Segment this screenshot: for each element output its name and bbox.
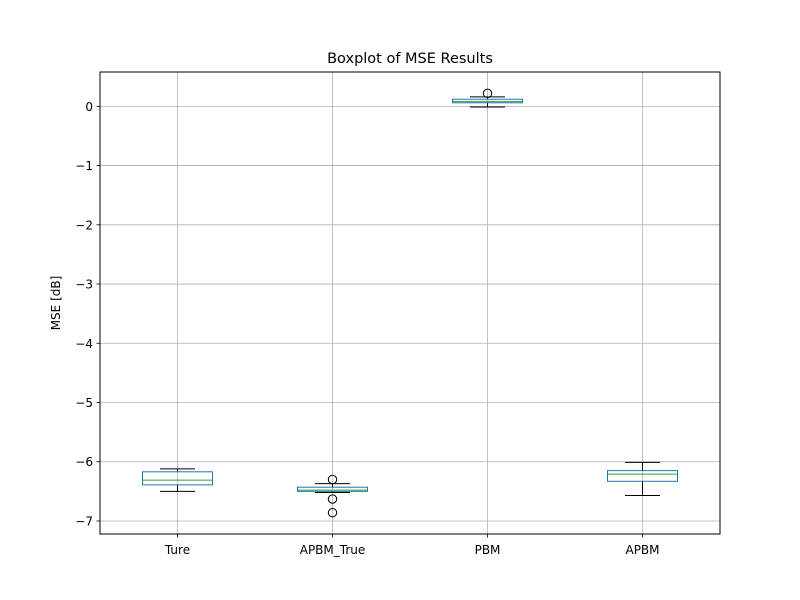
chart-title: Boxplot of MSE Results [327, 51, 493, 67]
y-tick-label: −1 [75, 159, 93, 173]
y-tick-label: 0 [85, 100, 93, 114]
y-axis-ticks: 0 −1 −2 −3 −4 −5 −6 −7 [75, 100, 100, 528]
outlier-point [327, 494, 338, 504]
box-apbm-true [297, 474, 368, 518]
boxes [142, 88, 678, 518]
y-tick-label: −6 [75, 455, 93, 469]
outlier-point [327, 507, 338, 518]
iqr-box [142, 471, 213, 486]
y-tick-label: −3 [75, 278, 93, 292]
box-ture [142, 468, 213, 492]
plot-frame [99, 71, 721, 535]
iqr-box [607, 470, 678, 482]
y-tick-label: −4 [75, 337, 93, 351]
y-tick-label: −7 [75, 514, 93, 528]
x-tick-label: PBM [475, 543, 501, 557]
x-axis-ticks: Ture APBM_True PBM APBM [164, 534, 660, 557]
box-pbm [452, 88, 523, 108]
y-tick-label: −5 [75, 396, 93, 410]
y-axis-label: MSE [dB] [49, 276, 63, 331]
iqr-box [297, 486, 368, 492]
x-tick-label: APBM_True [300, 543, 366, 557]
grid-lines [100, 72, 720, 534]
outlier-point [482, 88, 493, 99]
box-apbm [607, 461, 678, 496]
x-tick-label: Ture [164, 543, 190, 557]
iqr-box [452, 98, 523, 104]
outlier-point [327, 474, 338, 485]
x-tick-label: APBM [625, 543, 659, 557]
y-tick-label: −2 [75, 218, 93, 232]
